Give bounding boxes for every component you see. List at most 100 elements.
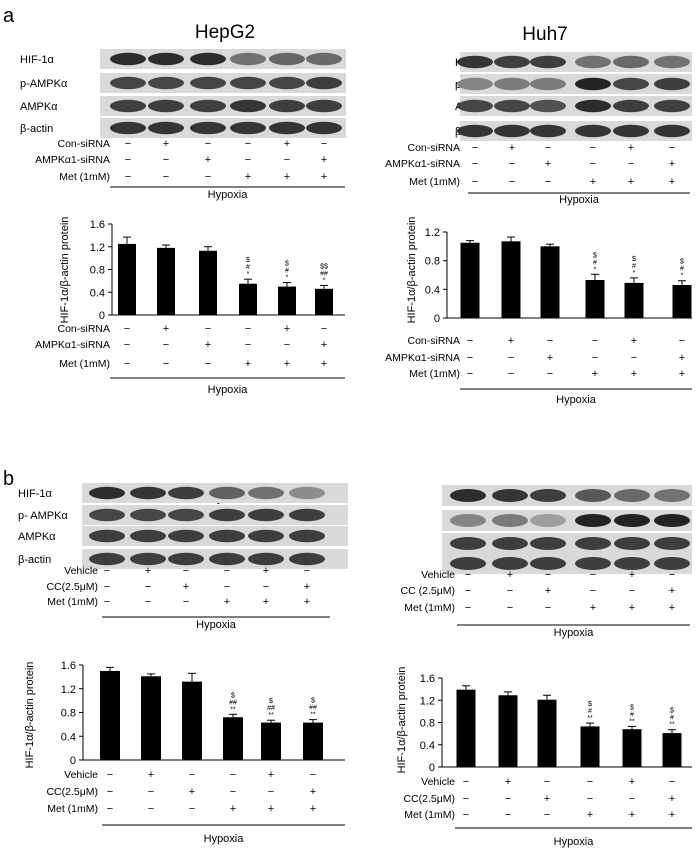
blot-band xyxy=(575,55,611,69)
blot-band xyxy=(614,488,650,503)
blot-band xyxy=(457,55,493,69)
blot-band xyxy=(530,536,566,551)
bar xyxy=(672,285,692,318)
condition-label: Hypoxia xyxy=(208,189,249,201)
treatment-sign: − xyxy=(545,176,551,188)
treatment-sign: − xyxy=(587,776,593,788)
treatment-sign: + xyxy=(679,368,685,380)
blot-band xyxy=(654,124,690,138)
condition-label: Hypoxia xyxy=(556,394,597,406)
blot-band xyxy=(530,124,566,138)
significance-mark: ## xyxy=(320,270,328,277)
bar xyxy=(100,670,120,760)
treatment-sign: − xyxy=(509,176,515,188)
blot-band xyxy=(130,529,166,543)
blot-band xyxy=(492,513,528,528)
treatment-sign: + xyxy=(628,142,634,154)
treatment-sign: + xyxy=(245,171,251,183)
treatment-sign: − xyxy=(125,171,131,183)
significance-mark: $ xyxy=(311,698,315,705)
treatment-sign: − xyxy=(104,565,110,577)
treatment-sign: + xyxy=(669,602,675,614)
treatment-sign: − xyxy=(125,138,131,150)
treatment-label: Met (1mM) xyxy=(404,602,455,614)
treatment-sign: − xyxy=(472,158,478,170)
blot-band xyxy=(248,552,284,566)
treatment-sign: + xyxy=(145,565,151,577)
blot-band xyxy=(110,99,146,113)
blot-band xyxy=(168,529,204,543)
treatment-sign: − xyxy=(669,569,675,581)
blot-band xyxy=(654,536,690,551)
blot-panel-1: Huh7HIF-1αp-AMPKαAMPKαβ-actinCon-siRNA−+… xyxy=(385,24,692,206)
significance-mark: $ xyxy=(246,257,250,264)
treatment-sign: − xyxy=(163,358,169,370)
significance-mark: $ xyxy=(593,252,597,259)
treatment-label: Met (1mM) xyxy=(404,809,455,821)
treatment-sign: − xyxy=(148,803,154,815)
treatment-sign: − xyxy=(508,352,514,364)
blot-row-label: p- AMPKα xyxy=(18,510,68,522)
blot-band xyxy=(289,508,325,522)
panel-label-b: b xyxy=(3,468,14,490)
treatment-sign: − xyxy=(284,154,290,166)
treatment-sign: + xyxy=(631,368,637,380)
y-tick-label: 0.8 xyxy=(420,718,435,730)
treatment-label: Con-siRNA xyxy=(407,335,460,347)
treatment-sign: − xyxy=(472,142,478,154)
treatment-sign: + xyxy=(284,138,290,150)
treatment-sign: + xyxy=(592,368,598,380)
bar xyxy=(580,726,600,767)
blot-band xyxy=(168,508,204,522)
blot-band xyxy=(209,486,245,500)
treatment-sign: + xyxy=(310,786,316,798)
blot-panel-3: Huh7HIF-1αp- AMPKαAMPKαβ-actinVehicle−+−… xyxy=(401,485,692,639)
blot-band xyxy=(654,55,690,69)
treatment-sign: − xyxy=(104,596,110,608)
treatment-sign: + xyxy=(509,142,515,154)
blot-band xyxy=(230,52,266,66)
significance-mark: ** xyxy=(629,718,635,725)
treatment-sign: − xyxy=(245,154,251,166)
treatment-sign: + xyxy=(629,809,635,821)
blot-band xyxy=(269,99,305,113)
blot-band xyxy=(457,77,493,91)
treatment-sign: − xyxy=(590,569,596,581)
treatment-label: AMPKα1-siRNA xyxy=(385,352,460,364)
treatment-label: CC(2.5μM) xyxy=(403,793,455,805)
treatment-sign: + xyxy=(505,776,511,788)
blot-band xyxy=(575,488,611,503)
significance-mark: ## xyxy=(309,705,317,712)
blot-row-label: β-actin xyxy=(18,554,51,566)
treatment-sign: + xyxy=(321,171,327,183)
blot-band xyxy=(190,99,226,113)
significance-mark: * xyxy=(323,277,326,284)
treatment-sign: + xyxy=(544,793,550,805)
significance-mark: $ xyxy=(630,704,634,711)
treatment-sign: − xyxy=(124,358,130,370)
blot-band xyxy=(289,486,325,500)
significance-mark: * xyxy=(286,275,289,282)
treatment-label: Con-siRNA xyxy=(57,138,110,150)
significance-mark: # xyxy=(630,711,634,718)
bar xyxy=(456,689,476,767)
treatment-sign: + xyxy=(321,339,327,351)
blot-band xyxy=(450,488,486,503)
treatment-sign: + xyxy=(263,565,269,577)
blot-band xyxy=(209,508,245,522)
bar xyxy=(622,729,642,767)
treatment-sign: − xyxy=(224,565,230,577)
treatment-label: AMPKα1-siRNA xyxy=(385,158,460,170)
blot-band xyxy=(575,124,611,138)
blot-band xyxy=(306,76,342,90)
treatment-sign: − xyxy=(467,368,473,380)
significance-mark: * xyxy=(681,273,684,280)
treatment-sign: + xyxy=(545,585,551,597)
significance-mark: $ xyxy=(231,692,235,699)
blot-band xyxy=(130,552,166,566)
treatment-sign: + xyxy=(163,323,169,335)
treatment-label: AMPKα1-siRNA xyxy=(35,154,110,166)
